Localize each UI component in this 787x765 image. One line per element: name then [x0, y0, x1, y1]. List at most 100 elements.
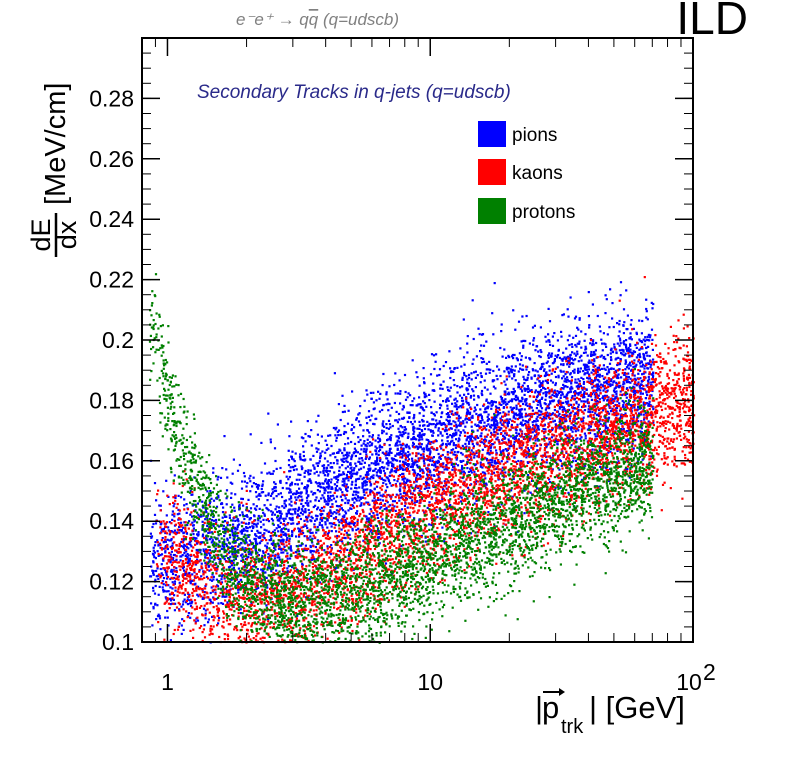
- data-point: [398, 474, 402, 477]
- data-point: [225, 528, 229, 531]
- data-point: [643, 343, 646, 346]
- data-point: [429, 471, 432, 474]
- data-point: [597, 414, 600, 417]
- data-point: [247, 522, 250, 526]
- data-point: [315, 420, 318, 423]
- data-point: [405, 481, 408, 484]
- data-point: [624, 362, 627, 365]
- data-point: [648, 378, 651, 381]
- data-point: [211, 573, 214, 576]
- data-point: [188, 593, 191, 597]
- data-point: [568, 363, 571, 366]
- data-point: [355, 465, 358, 468]
- data-point: [322, 471, 325, 475]
- data-point: [354, 451, 357, 454]
- data-point: [201, 541, 204, 544]
- data-point: [409, 421, 412, 424]
- data-point: [411, 444, 414, 447]
- data-point: [160, 563, 163, 566]
- data-point: [639, 347, 642, 350]
- data-point: [250, 529, 253, 532]
- data-point: [504, 448, 507, 451]
- data-point: [167, 584, 170, 587]
- data-point: [465, 462, 469, 465]
- data-point: [407, 450, 410, 454]
- data-point: [334, 516, 338, 519]
- data-point: [576, 437, 579, 440]
- data-point: [266, 586, 269, 589]
- data-point: [633, 359, 636, 362]
- data-point: [622, 350, 625, 353]
- data-point: [210, 531, 213, 534]
- data-point: [358, 412, 361, 415]
- data-point: [200, 575, 203, 578]
- data-point: [399, 496, 403, 499]
- data-point: [299, 457, 302, 460]
- data-point: [515, 429, 518, 432]
- data-point: [550, 372, 553, 375]
- data-point: [276, 423, 279, 426]
- data-point: [401, 449, 404, 452]
- data-point: [174, 574, 177, 577]
- data-point: [385, 393, 388, 396]
- data-point: [273, 447, 277, 450]
- data-point: [443, 540, 446, 543]
- data-point: [326, 526, 329, 529]
- data-point: [527, 449, 530, 452]
- data-point: [641, 392, 644, 395]
- data-point: [488, 371, 491, 374]
- data-point: [407, 465, 410, 468]
- data-point: [324, 479, 327, 483]
- data-point: [370, 397, 373, 400]
- data-point: [153, 556, 156, 559]
- data-point: [335, 426, 338, 429]
- data-point: [381, 446, 384, 449]
- data-point: [305, 515, 308, 518]
- data-point: [341, 484, 344, 487]
- data-point: [150, 536, 153, 539]
- data-point: [233, 541, 236, 544]
- data-point: [317, 485, 320, 488]
- data-point: [364, 528, 368, 531]
- data-point: [571, 395, 574, 398]
- data-point: [521, 315, 524, 318]
- data-point: [645, 402, 648, 405]
- data-point: [371, 475, 374, 478]
- data-point: [307, 480, 310, 483]
- data-point: [371, 442, 374, 445]
- data-point: [634, 439, 637, 442]
- data-point: [406, 506, 409, 509]
- data-point: [432, 418, 435, 421]
- data-point: [588, 326, 591, 329]
- data-point: [446, 386, 449, 389]
- data-point: [217, 622, 220, 625]
- data-point: [334, 500, 338, 503]
- data-point: [445, 432, 449, 435]
- data-point: [531, 368, 534, 371]
- data-point: [184, 577, 187, 580]
- data-point: [244, 547, 247, 550]
- data-point: [545, 407, 548, 410]
- data-point: [366, 438, 369, 441]
- data-point: [244, 514, 247, 517]
- data-point: [359, 452, 362, 455]
- data-point: [309, 531, 312, 535]
- data-point: [289, 557, 292, 560]
- data-point: [330, 544, 333, 547]
- data-point: [568, 412, 571, 415]
- data-point: [406, 455, 409, 458]
- data-point: [646, 441, 649, 444]
- data-point: [271, 492, 274, 495]
- data-point: [335, 512, 338, 515]
- data-point: [499, 346, 502, 350]
- data-point: [652, 408, 655, 411]
- data-point: [319, 497, 323, 500]
- data-point: [237, 588, 240, 591]
- data-point: [561, 408, 564, 411]
- data-point: [171, 581, 174, 584]
- data-point: [428, 422, 431, 425]
- data-point: [404, 452, 407, 455]
- data-point: [158, 617, 162, 620]
- data-point: [221, 516, 224, 519]
- data-point: [464, 425, 467, 428]
